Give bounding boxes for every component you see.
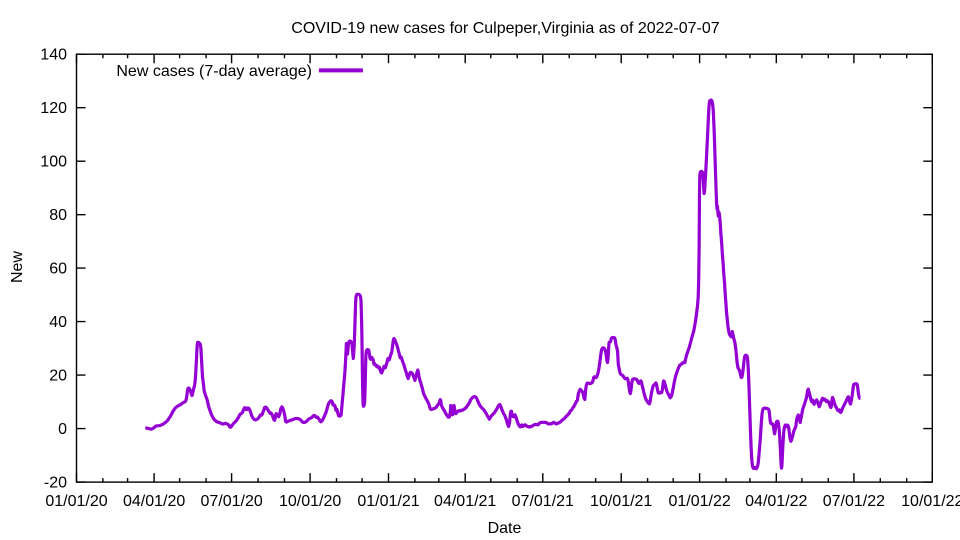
svg-text:Date: Date bbox=[488, 520, 522, 537]
svg-text:COVID-19 new cases for Culpepe: COVID-19 new cases for Culpeper,Virginia… bbox=[291, 20, 719, 37]
svg-text:07/01/21: 07/01/21 bbox=[512, 493, 574, 510]
svg-text:07/01/22: 07/01/22 bbox=[823, 493, 885, 510]
svg-text:10/01/22: 10/01/22 bbox=[901, 493, 960, 510]
svg-text:New: New bbox=[9, 251, 26, 283]
svg-text:0: 0 bbox=[58, 421, 67, 438]
svg-text:40: 40 bbox=[49, 314, 67, 331]
svg-text:10/01/20: 10/01/20 bbox=[279, 493, 341, 510]
svg-text:20: 20 bbox=[49, 367, 67, 384]
svg-text:07/01/20: 07/01/20 bbox=[200, 493, 262, 510]
svg-text:04/01/22: 04/01/22 bbox=[745, 493, 807, 510]
svg-text:60: 60 bbox=[49, 260, 67, 277]
svg-text:04/01/21: 04/01/21 bbox=[434, 493, 496, 510]
svg-text:New cases (7-day average): New cases (7-day average) bbox=[116, 63, 312, 80]
svg-text:140: 140 bbox=[40, 46, 67, 63]
svg-text:120: 120 bbox=[40, 100, 67, 117]
svg-text:04/01/20: 04/01/20 bbox=[123, 493, 185, 510]
svg-text:10/01/21: 10/01/21 bbox=[590, 493, 652, 510]
svg-text:100: 100 bbox=[40, 153, 67, 170]
svg-text:-20: -20 bbox=[44, 474, 67, 491]
svg-text:80: 80 bbox=[49, 207, 67, 224]
svg-text:01/01/20: 01/01/20 bbox=[45, 493, 107, 510]
svg-text:01/01/22: 01/01/22 bbox=[668, 493, 730, 510]
svg-text:01/01/21: 01/01/21 bbox=[357, 493, 419, 510]
